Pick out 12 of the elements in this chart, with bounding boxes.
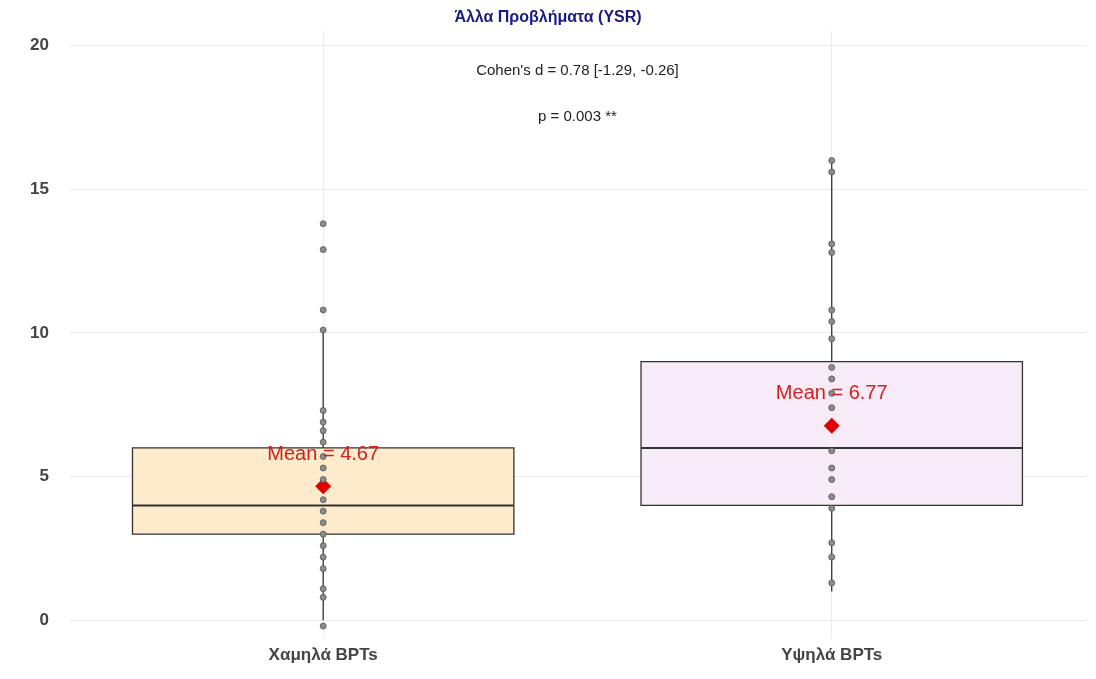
- chart-title: Άλλα Προβλήματα (YSR): [454, 8, 642, 26]
- y-tick-label: 0: [39, 610, 49, 630]
- annotation: Mean = 6.77: [775, 381, 888, 404]
- x-tick-label: Υψηλά BPTs: [781, 645, 883, 665]
- x-tick-label: Χαμηλά BPTs: [268, 645, 378, 665]
- annotation: Mean = 4.67: [267, 441, 380, 464]
- annotation: Cohen's d = 0.78 [-1.29, -0.26]: [476, 61, 679, 79]
- annotation: p = 0.003 **: [538, 107, 618, 125]
- y-tick-label: 5: [39, 466, 49, 486]
- y-tick-label: 15: [29, 178, 49, 198]
- y-tick-label: 20: [29, 35, 49, 55]
- y-tick-label: 10: [29, 322, 49, 342]
